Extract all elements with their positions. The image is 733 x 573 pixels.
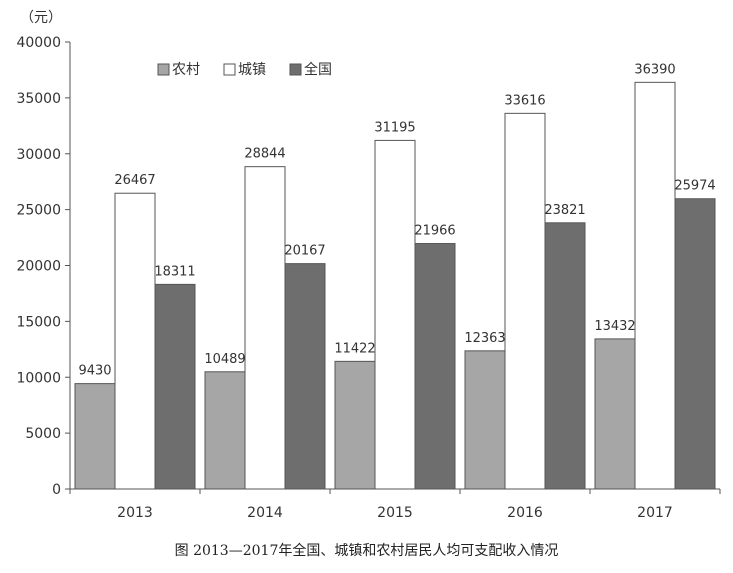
bar-农村 [594, 338, 636, 490]
y-axis-unit-label: （元） [20, 10, 62, 26]
bar-城镇 [244, 166, 286, 490]
y-tick-label: 40000 [16, 35, 61, 51]
x-category-label: 2013 [117, 505, 153, 521]
bar-农村 [464, 350, 506, 490]
bar-全国 [414, 243, 456, 490]
data-label: 21966 [414, 224, 455, 239]
chart-caption: 图 2013—2017年全国、城镇和农村居民人均可支配收入情况 [174, 543, 559, 559]
bar-农村 [334, 360, 376, 490]
data-label: 26467 [114, 173, 155, 188]
bar-城镇 [504, 112, 546, 490]
data-label: 23821 [544, 203, 585, 218]
legend-label: 城镇 [238, 62, 266, 78]
bar-全国 [154, 283, 196, 490]
data-label: 31195 [374, 120, 415, 135]
legend-swatch [157, 63, 170, 76]
data-label: 25974 [674, 179, 715, 194]
legend-label: 全国 [304, 61, 332, 78]
y-axis: 0 5000 10000 15000 20000 25000 30000 35000 40000 [16, 35, 71, 498]
y-tick-label: 20000 [16, 259, 61, 275]
legend-swatch [223, 63, 236, 76]
bars [74, 81, 716, 490]
data-labels: 9430 10489 11422 12363 13432 26467 28844 31195 3… [78, 62, 715, 378]
legend-swatch [289, 63, 302, 76]
bar-全国 [674, 198, 716, 490]
data-label: 9430 [78, 364, 111, 379]
data-label: 28844 [244, 147, 285, 162]
y-tick-label: 35000 [16, 91, 61, 107]
bar-chart: （元） 0 5000 10000 15000 20000 25000 30000 35000 4… [16, 10, 721, 521]
x-category-label: 2017 [637, 505, 673, 521]
bar-城镇 [374, 139, 416, 490]
data-label: 13432 [594, 319, 635, 334]
bar-农村 [74, 383, 116, 490]
x-axis: 2013 2014 2015 2016 2017 [69, 488, 721, 521]
y-tick-label: 15000 [16, 314, 61, 330]
data-label: 36390 [634, 62, 675, 77]
x-category-label: 2016 [507, 505, 543, 521]
bar-城镇 [114, 192, 156, 490]
y-tick-label: 5000 [25, 426, 61, 442]
data-label: 33616 [504, 93, 545, 108]
y-tick-label: 25000 [16, 203, 61, 219]
x-category-label: 2015 [377, 505, 413, 521]
bar-全国 [544, 222, 586, 490]
x-category-label: 2014 [247, 505, 283, 521]
data-label: 20167 [284, 244, 325, 259]
bar-农村 [204, 371, 246, 490]
legend: 农村 城镇 全国 [157, 61, 332, 78]
legend-label: 农村 [172, 62, 200, 78]
data-label: 10489 [204, 352, 245, 367]
bar-全国 [284, 263, 326, 490]
y-tick-label: 30000 [16, 147, 61, 163]
y-tick-label: 0 [52, 482, 61, 498]
data-label: 11422 [334, 341, 375, 356]
data-label: 18311 [154, 264, 195, 279]
data-label: 12363 [464, 331, 505, 346]
bar-城镇 [634, 81, 676, 490]
y-tick-label: 10000 [16, 370, 61, 386]
